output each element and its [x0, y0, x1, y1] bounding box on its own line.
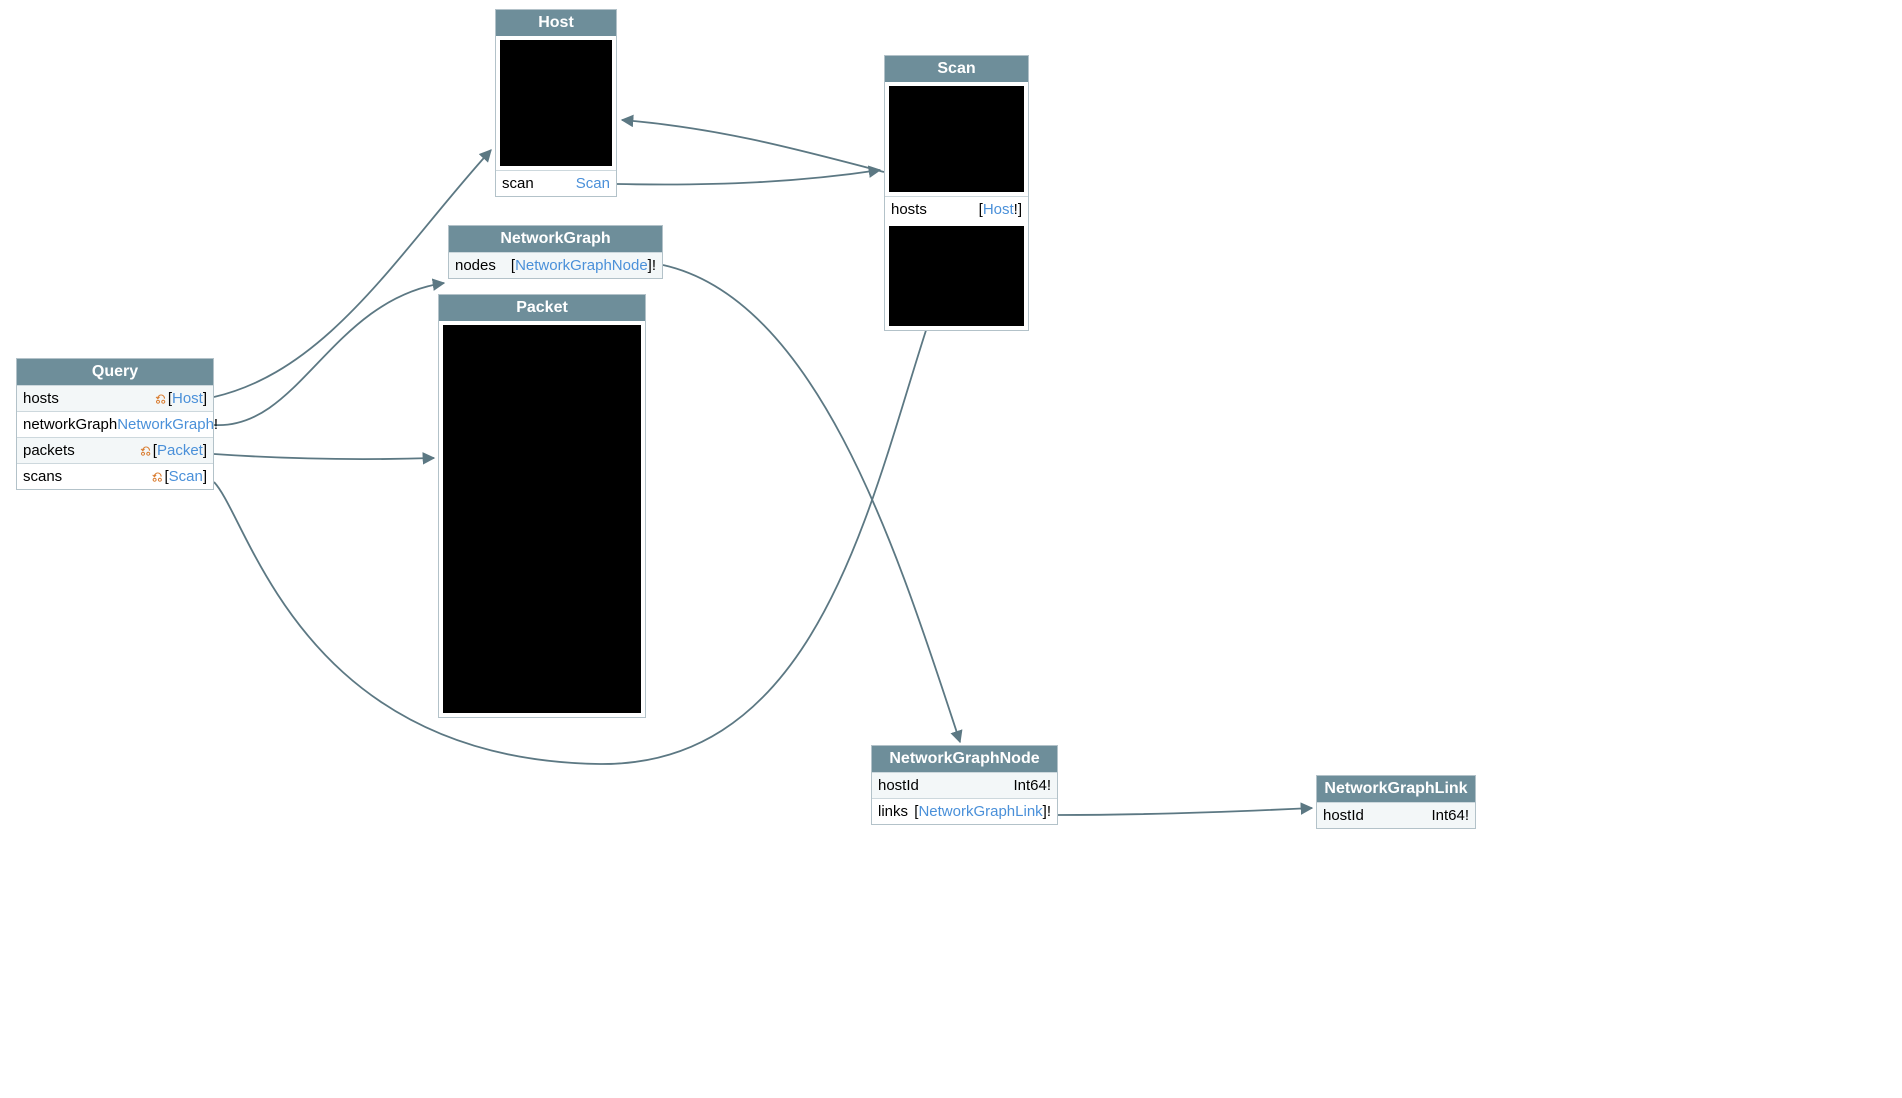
type-ref[interactable]: NetworkGraphNode: [515, 257, 648, 274]
node-header: NetworkGraph: [449, 226, 662, 252]
field-row: hostId Int64!: [1317, 802, 1475, 828]
field-row: links [NetworkGraphLink]!: [872, 798, 1057, 824]
type-ref[interactable]: Scan: [576, 175, 610, 192]
node-header: Query: [17, 359, 213, 385]
field-name: scan: [502, 175, 534, 192]
field-name: hostId: [878, 777, 919, 794]
field-row: hosts ⎌[Host]: [17, 385, 213, 411]
edge: [1058, 808, 1312, 815]
field-type: Scan: [576, 175, 610, 192]
type-node-query: Query hosts ⎌[Host] networkGraphNetworkGrap…: [16, 358, 214, 490]
type-ref[interactable]: NetworkGraphLink: [918, 803, 1042, 820]
deprecated-icon: ⎌: [155, 391, 165, 406]
field-name: hostId: [1323, 807, 1364, 824]
edge: [214, 283, 444, 425]
type-ref[interactable]: Host: [172, 390, 203, 407]
field-type: [NetworkGraphLink]!: [914, 803, 1051, 820]
field-name: networkGraph: [23, 416, 117, 433]
field-row: scans ⎌[Scan]: [17, 463, 213, 489]
field-name: packets: [23, 442, 75, 459]
redacted-panel: [500, 40, 612, 166]
field-type: [Host!]: [979, 201, 1022, 218]
field-name: links: [878, 803, 908, 820]
field-row: nodes [NetworkGraphNode]!: [449, 252, 662, 278]
node-header: NetworkGraphNode: [872, 746, 1057, 772]
field-row: networkGraphNetworkGraph!: [17, 411, 213, 437]
node-header: Scan: [885, 56, 1028, 82]
field-type: ⎌[Packet]: [140, 442, 207, 459]
field-type: NetworkGraph!: [117, 416, 218, 433]
redacted-panel: [889, 86, 1024, 192]
node-header: Host: [496, 10, 616, 36]
edge: [622, 120, 884, 172]
type-ref[interactable]: Packet: [157, 442, 203, 459]
type-node-host: Host scan Scan: [495, 9, 617, 197]
field-row: hosts [Host!]: [885, 196, 1028, 222]
type-ref[interactable]: Host: [983, 201, 1014, 218]
type-ref[interactable]: Scan: [169, 468, 203, 485]
field-name: hosts: [23, 390, 59, 407]
redacted-panel: [889, 226, 1024, 326]
type-ref[interactable]: NetworkGraph: [117, 416, 214, 433]
field-type: ⎌[Scan]: [152, 468, 207, 485]
type-node-networkgraphnode: NetworkGraphNode hostId Int64! links [Networ…: [871, 745, 1058, 825]
field-row: hostId Int64!: [872, 772, 1057, 798]
field-name: hosts: [891, 201, 927, 218]
deprecated-icon: ⎌: [140, 443, 150, 458]
type-node-networkgraph: NetworkGraph nodes [NetworkGraphNode]!: [448, 225, 663, 279]
deprecated-icon: ⎌: [152, 469, 162, 484]
type-node-networkgraphlink: NetworkGraphLink hostId Int64!: [1316, 775, 1476, 829]
field-type: [NetworkGraphNode]!: [511, 257, 656, 274]
field-type: ⎌[Host]: [155, 390, 207, 407]
edge: [663, 265, 960, 742]
field-type: Int64!: [1013, 777, 1051, 794]
type-node-scan: Scan hosts [Host!]: [884, 55, 1029, 331]
node-header: Packet: [439, 295, 645, 321]
field-type: Int64!: [1431, 807, 1469, 824]
field-name: nodes: [455, 257, 496, 274]
type-node-packet: Packet: [438, 294, 646, 718]
field-row: scan Scan: [496, 170, 616, 196]
edge: [617, 170, 880, 184]
redacted-panel: [443, 325, 641, 713]
field-row: packets ⎌[Packet]: [17, 437, 213, 463]
field-name: scans: [23, 468, 62, 485]
edge: [214, 454, 434, 459]
node-header: NetworkGraphLink: [1317, 776, 1475, 802]
